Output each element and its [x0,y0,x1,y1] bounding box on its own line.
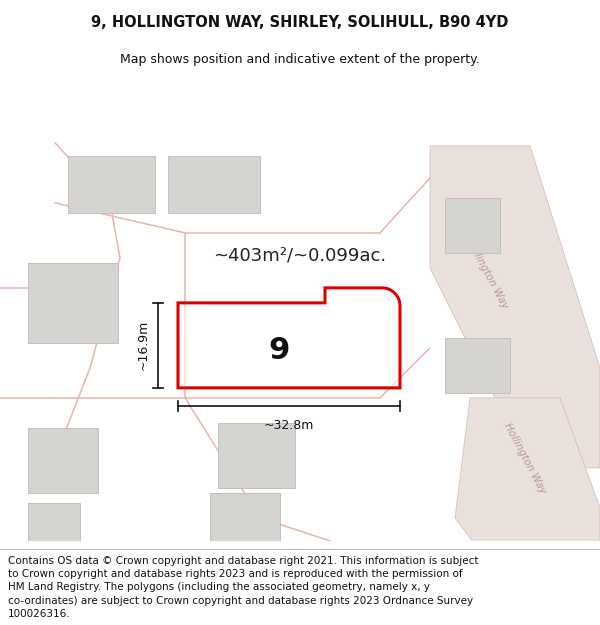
Text: Hollington Way: Hollington Way [502,421,548,495]
Text: Map shows position and indicative extent of the property.: Map shows position and indicative extent… [120,54,480,66]
Text: ~32.8m: ~32.8m [264,419,314,432]
Text: Contains OS data © Crown copyright and database right 2021. This information is : Contains OS data © Crown copyright and d… [8,556,478,566]
Text: to Crown copyright and database rights 2023 and is reproduced with the permissio: to Crown copyright and database rights 2… [8,569,463,579]
Polygon shape [68,156,155,213]
Polygon shape [218,423,295,488]
Polygon shape [178,288,400,388]
Text: 9, HOLLINGTON WAY, SHIRLEY, SOLIHULL, B90 4YD: 9, HOLLINGTON WAY, SHIRLEY, SOLIHULL, B9… [91,15,509,30]
Text: Hollington Way: Hollington Way [464,236,510,310]
Text: co-ordinates) are subject to Crown copyright and database rights 2023 Ordnance S: co-ordinates) are subject to Crown copyr… [8,596,473,606]
Text: ~403m²/~0.099ac.: ~403m²/~0.099ac. [214,247,386,265]
Text: 9: 9 [268,336,290,365]
Polygon shape [445,198,500,253]
Polygon shape [168,156,260,213]
Polygon shape [28,428,98,493]
Text: 100026316.: 100026316. [8,609,70,619]
Polygon shape [445,338,510,393]
Polygon shape [210,493,280,541]
Polygon shape [28,503,80,541]
Text: ~16.9m: ~16.9m [137,320,150,371]
Polygon shape [430,146,600,468]
Text: HM Land Registry. The polygons (including the associated geometry, namely x, y: HM Land Registry. The polygons (includin… [8,582,430,592]
Polygon shape [455,398,600,618]
Polygon shape [28,263,118,343]
